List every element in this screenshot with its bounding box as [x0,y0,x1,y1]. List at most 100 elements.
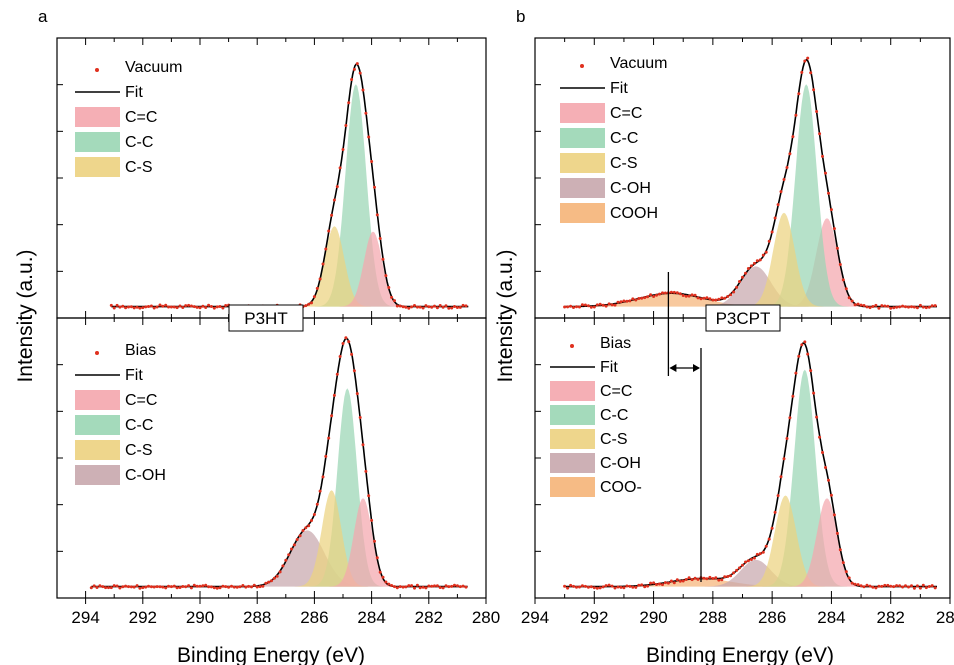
data-point [275,574,279,578]
data-point [578,305,581,309]
data-point [684,294,688,298]
data-point [384,274,388,278]
data-point [292,543,296,547]
data-point [358,71,362,75]
data-point [312,295,316,299]
data-point [447,306,451,310]
x-tick-label: 286 [300,608,328,627]
data-point [818,132,822,136]
data-point [461,584,465,588]
legend-item: Fit [560,80,628,97]
data-point [708,297,712,301]
legend-item: C-C [75,132,153,152]
data-point [619,300,623,304]
data-point [877,584,881,588]
data-point [711,298,715,302]
data-point [184,304,188,308]
data-point [410,584,414,588]
data-point [147,305,150,308]
data-point [192,583,196,587]
data-point [364,469,368,473]
legend-item: Vacuum [95,59,183,76]
x-axis-title-a: Binding Energy (eV) [177,644,365,665]
data-point [907,305,910,309]
data-point [933,586,937,590]
data-point [915,584,919,588]
data-point [634,585,638,589]
data-point [681,294,685,297]
data-point [918,303,922,307]
data-point [318,489,322,493]
data-point [921,583,925,587]
x-tick-label: 280 [472,608,500,627]
data-point [566,305,570,309]
data-point [109,303,113,307]
data-point [776,494,780,498]
data-point [347,340,351,344]
data-point [604,584,608,588]
data-point [107,586,110,590]
data-point [773,216,777,220]
data-point [797,92,801,96]
x-tick-label: 292 [580,608,608,627]
legend-label: Vacuum [610,55,668,72]
legend-item: C-OH [75,465,166,485]
data-point [398,304,402,308]
data-point [433,304,436,308]
data-point [566,586,570,590]
data-point [355,392,359,396]
panel-letter-b: b [516,7,525,26]
data-point [749,558,753,561]
data-point [785,166,789,169]
data-point [435,584,439,588]
data-point [708,575,712,579]
data-point [204,306,208,309]
legend-label: C-C [600,407,628,424]
data-point [375,213,379,217]
data-point [735,285,739,289]
data-point [580,303,584,307]
data-point [290,547,293,551]
shift-arrowhead-left [669,364,677,372]
data-point [450,584,454,588]
legend-label: Bias [125,342,156,359]
data-point [877,306,881,310]
legend-swatch [560,103,605,123]
data-point [112,584,116,588]
data-point [335,372,339,376]
component-c-c [111,84,469,307]
data-point [655,583,658,586]
data-point [147,584,150,588]
legend-item: Vacuum [580,55,668,72]
x-tick-label: 286 [758,608,786,627]
component-c-c [91,498,469,587]
data-point [335,185,339,189]
legend-item: C-OH [560,178,651,198]
data-point [115,584,119,588]
legend-label: Fit [610,80,628,97]
data-point [418,586,422,590]
data-point [806,56,810,60]
data-point [195,305,199,309]
data-point [178,304,182,308]
fit-line [111,63,469,308]
data-point [387,582,391,586]
data-point [129,305,133,309]
data-point [853,582,857,586]
data-point [227,585,231,589]
data-point [109,586,113,590]
component-cooh [564,293,939,307]
data-point [818,435,822,439]
data-point [865,305,869,309]
component-c-s [111,226,469,307]
legend-swatch [560,153,605,173]
data-point [310,301,313,305]
data-point [886,304,890,308]
data-point [124,584,128,588]
data-point [433,584,436,588]
data-point [315,502,319,506]
data-point [613,303,617,307]
data-point [321,475,325,479]
legend-item: C-C [550,405,628,425]
